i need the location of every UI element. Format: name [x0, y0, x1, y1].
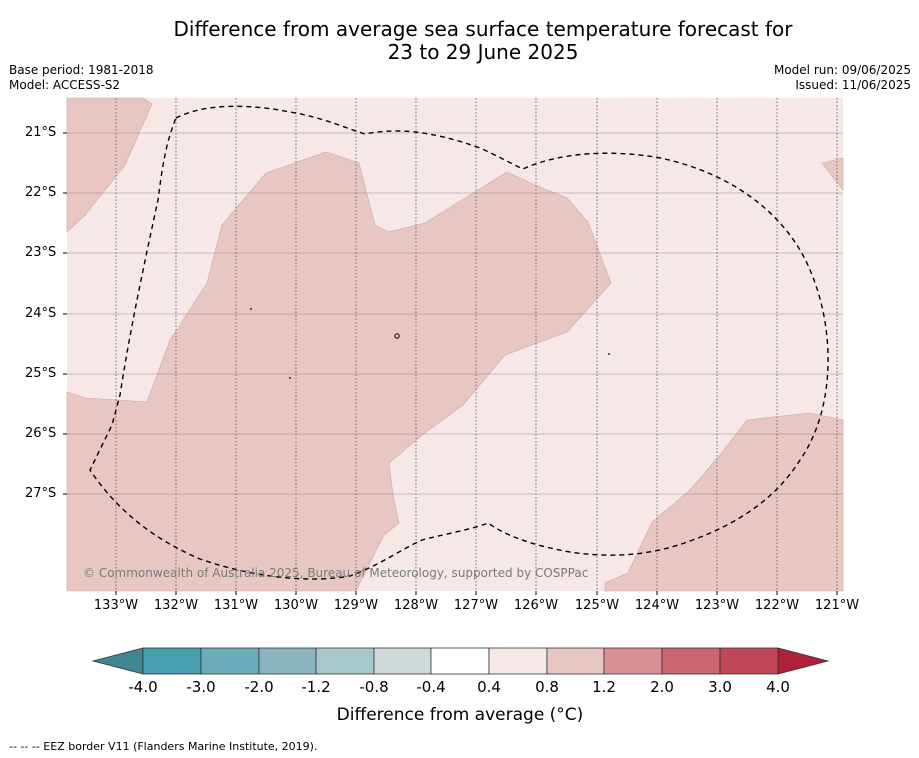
lon-label-131w: 131°W — [213, 598, 259, 613]
map-title: Difference from average sea surface temp… — [0, 18, 919, 64]
lon-label-127w: 127°W — [453, 598, 499, 613]
eez-border — [89, 105, 829, 580]
colorbar-segment-10 — [661, 647, 721, 675]
warm-region-northwest — [66, 97, 153, 233]
meta-right: Model run: 09/06/2025 Issued: 11/06/2025 — [774, 63, 911, 93]
copyright-notice: © Commonwealth of Australia 2025, Bureau… — [83, 566, 589, 580]
issued-date: Issued: 11/06/2025 — [795, 78, 911, 92]
colorbar-label: -3.0 — [186, 678, 216, 696]
lon-label-124w: 124°W — [634, 598, 680, 613]
lon-label-122w: 122°W — [754, 598, 800, 613]
lon-label-123w: 123°W — [694, 598, 740, 613]
lat-label-24s: 24°S — [25, 306, 57, 321]
colorbar-label: 0.4 — [477, 678, 501, 696]
colorbar-max-arrow — [777, 647, 830, 675]
latitude-gridlines — [67, 132, 843, 495]
lat-label-25s: 25°S — [25, 366, 57, 381]
colorbar-segment-8 — [546, 647, 605, 675]
lon-label-132w: 132°W — [153, 598, 199, 613]
lat-label-21s: 21°S — [25, 125, 57, 140]
colorbar-label: 3.0 — [708, 678, 732, 696]
lon-label-130w: 130°W — [273, 598, 319, 613]
island-4 — [608, 353, 610, 355]
colorbar-label: 0.8 — [535, 678, 559, 696]
model-run: Model run: 09/06/2025 — [773, 63, 911, 77]
colorbar-segment-9 — [603, 647, 663, 675]
colorbar-label: -1.2 — [301, 678, 331, 696]
colorbar-label: -2.0 — [244, 678, 274, 696]
colorbar-label: -0.8 — [359, 678, 389, 696]
lon-label-128w: 128°W — [393, 598, 439, 613]
tick-marks — [63, 132, 838, 595]
title-line-2: 23 to 29 June 2025 — [387, 40, 579, 64]
colorbar-segment-4 — [315, 647, 375, 675]
colorbar-segment-11 — [719, 647, 779, 675]
model-name: Model: ACCESS-S2 — [9, 78, 121, 92]
title-line-1: Difference from average sea surface temp… — [173, 17, 793, 41]
longitude-gridlines — [115, 98, 838, 591]
lon-label-125w: 125°W — [574, 598, 620, 613]
warm-region-central — [66, 151, 612, 592]
island-1 — [394, 333, 400, 339]
warm-region-southeast — [604, 412, 844, 592]
colorbar-segment-1 — [142, 647, 202, 675]
lat-label-27s: 27°S — [25, 486, 57, 501]
colorbar-label: -0.4 — [416, 678, 446, 696]
warm-region-northeast — [821, 157, 844, 191]
lat-label-23s: 23°S — [25, 245, 57, 260]
lon-label-129w: 129°W — [333, 598, 379, 613]
colorbar-title: Difference from average (°C) — [336, 705, 584, 725]
island-2 — [250, 308, 252, 310]
lat-label-22s: 22°S — [25, 185, 57, 200]
colorbar-label: -4.0 — [128, 678, 158, 696]
colorbar-segment-3 — [258, 647, 317, 675]
base-period: Base period: 1981-2018 — [9, 63, 154, 77]
eez-legend-note: -- -- -- EEZ border V11 (Flanders Marine… — [9, 740, 318, 753]
lon-label-121w: 121°W — [814, 598, 860, 613]
colorbar — [91, 647, 830, 675]
colorbar-segment-6 — [430, 647, 490, 675]
colorbar-label: 1.2 — [592, 678, 616, 696]
lon-label-126w: 126°W — [513, 598, 559, 613]
island-3 — [289, 377, 291, 379]
colorbar-label: 2.0 — [650, 678, 674, 696]
colorbar-segment-5 — [373, 647, 432, 675]
meta-left: Base period: 1981-2018 Model: ACCESS-S2 — [9, 63, 154, 93]
colorbar-label: 4.0 — [766, 678, 790, 696]
colorbar-segment-2 — [200, 647, 260, 675]
lat-label-26s: 26°S — [25, 426, 57, 441]
lon-label-133w: 133°W — [93, 598, 139, 613]
colorbar-segment-7 — [488, 647, 548, 675]
colorbar-min-arrow — [91, 647, 144, 675]
